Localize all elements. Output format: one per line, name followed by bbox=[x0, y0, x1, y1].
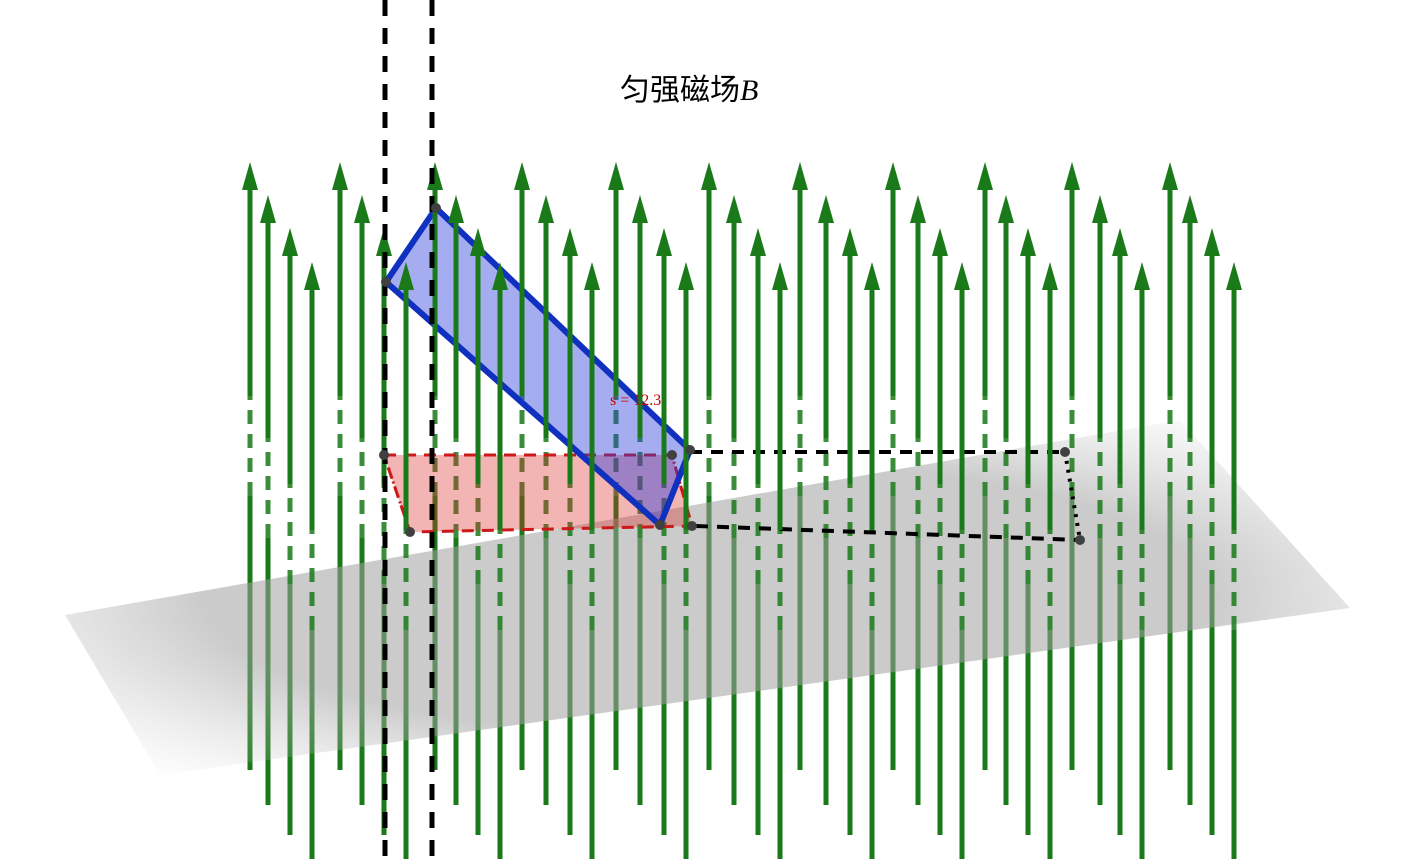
physics-diagram: 匀强磁场B s = 12.3 bbox=[0, 0, 1418, 859]
vertex-point bbox=[685, 445, 695, 455]
value-label: s = 12.3 bbox=[610, 392, 661, 409]
vertex-point bbox=[431, 203, 441, 213]
vertex-point bbox=[379, 450, 389, 460]
field-title: 匀强磁场B bbox=[620, 74, 758, 107]
vertex-point bbox=[687, 521, 697, 531]
vertex-point bbox=[381, 277, 391, 287]
vertex-point bbox=[655, 520, 665, 530]
vertex-point bbox=[1060, 447, 1070, 457]
vertex-point bbox=[1075, 535, 1085, 545]
vertex-point bbox=[667, 450, 677, 460]
vertex-point bbox=[405, 527, 415, 537]
